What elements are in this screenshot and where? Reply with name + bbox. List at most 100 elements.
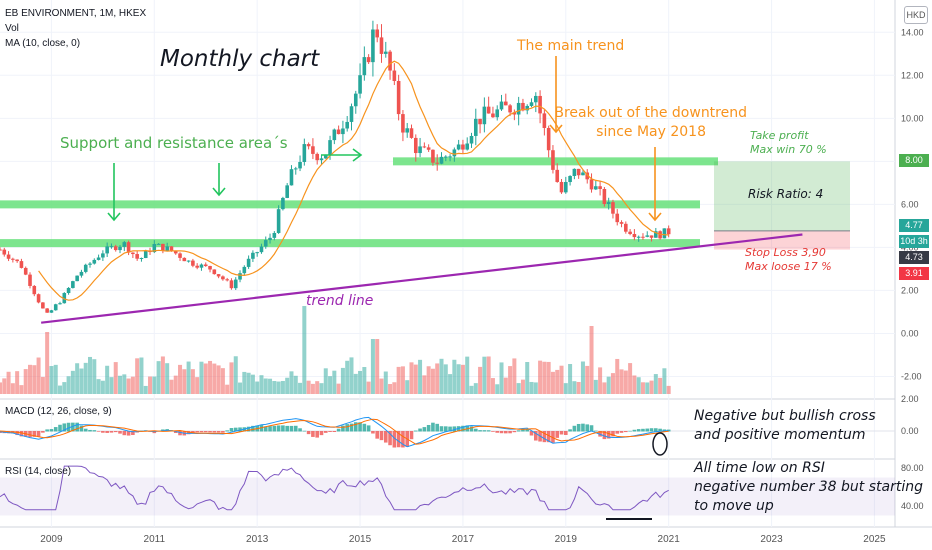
candle-body: [495, 109, 500, 118]
candle-body: [62, 293, 67, 304]
macd-histogram-bar: [649, 428, 654, 432]
annotations[interactable]: Monthly chart Support and resistance area…: [60, 38, 923, 514]
volume-bar: [538, 360, 543, 394]
monthly-chart-label: Monthly chart: [160, 46, 320, 72]
macd-histogram-bar: [328, 431, 332, 432]
volume-bar: [413, 364, 418, 394]
volume-bar: [520, 379, 525, 394]
candle-body: [499, 101, 504, 110]
volume-bar: [66, 376, 71, 394]
macd-histogram-bar: [178, 431, 182, 436]
support-resistance-zones[interactable]: [0, 157, 718, 248]
macd-histogram-bar: [486, 430, 491, 432]
candle-body: [165, 246, 169, 251]
take-profit-label: Take profit: [750, 129, 809, 142]
candle-body: [422, 146, 427, 148]
candle-body: [66, 287, 71, 294]
macd-histogram-bar: [431, 422, 435, 432]
candle-body: [624, 223, 628, 232]
rsi-note-3: to move up: [694, 498, 774, 514]
volume-bar: [6, 371, 11, 394]
candle-body: [139, 258, 144, 260]
candle-body: [306, 144, 311, 147]
candle-body: [512, 112, 517, 115]
volume-bar: [328, 376, 333, 394]
macd-tick: 0.00: [901, 426, 919, 436]
candle-body: [113, 246, 118, 251]
candle-body: [32, 285, 37, 295]
rsi-tick: 80.00: [901, 463, 924, 473]
currency-button[interactable]: HKD: [904, 6, 928, 24]
candle-body: [238, 273, 242, 280]
candle-body: [594, 186, 598, 190]
candle-body: [551, 150, 555, 170]
macd-histogram-bar: [122, 431, 127, 436]
candle-body: [349, 106, 354, 122]
volume-bar: [362, 367, 367, 394]
macd-histogram-bar: [319, 431, 324, 436]
macd-histogram-bar: [546, 431, 551, 443]
candle-body: [392, 70, 397, 82]
macd-histogram-bar: [118, 431, 122, 434]
candle-body: [242, 266, 247, 274]
candle-body: [503, 101, 508, 106]
volume-bar: [289, 371, 294, 394]
volume-bar: [640, 382, 645, 394]
volume-legend[interactable]: Vol: [5, 23, 19, 34]
volume-bar: [83, 362, 88, 394]
candle-body: [216, 274, 221, 277]
macd-histogram-bar: [379, 431, 384, 441]
macd-histogram-bar: [45, 429, 49, 432]
macd-histogram-bar: [529, 431, 534, 436]
macd-histogram-bar: [426, 424, 431, 432]
candle-body: [521, 102, 525, 111]
long-position-tool[interactable]: [714, 161, 850, 250]
symbol-title[interactable]: EB ENVIRONMENT, 1M, HKEX: [5, 8, 147, 19]
volume-bar: [499, 362, 504, 394]
macd-histogram-bar: [576, 423, 581, 432]
volume-bar: [216, 365, 221, 394]
volume-bar: [143, 385, 148, 394]
ma-legend[interactable]: MA (10, close, 0): [5, 38, 81, 49]
price-tick: 12.00: [901, 70, 924, 80]
candle-body: [589, 179, 594, 190]
macd-histogram-bar: [619, 431, 624, 433]
volume-bar: [208, 360, 213, 394]
macd-histogram-bar: [495, 431, 500, 433]
macd-legend[interactable]: MACD (12, 26, close, 9): [5, 406, 112, 417]
trend-line[interactable]: [41, 233, 803, 324]
volume-bar: [448, 374, 453, 394]
macd-histogram-bar: [268, 426, 272, 432]
volume-bar: [96, 379, 101, 394]
macd-histogram-bar: [96, 431, 101, 432]
volume-bar: [156, 361, 161, 394]
volume-bar: [589, 326, 594, 394]
macd-histogram-bar: [101, 431, 105, 433]
volume-bar: [383, 371, 388, 394]
candle-body: [469, 135, 474, 144]
macd-histogram-bar: [624, 431, 628, 433]
candle-body: [79, 271, 84, 276]
main-trend-label: The main trend: [516, 38, 624, 54]
zone-6: [0, 200, 700, 209]
macd-histogram-bar: [32, 431, 37, 437]
volume-bar: [259, 375, 264, 394]
volume-bar: [263, 378, 268, 394]
candle-body: [581, 172, 585, 176]
candle-body: [11, 258, 15, 260]
volume-bar: [353, 373, 358, 394]
macd-histogram-bar: [632, 429, 637, 432]
candle-body: [538, 95, 542, 114]
macd-histogram-bar: [461, 425, 465, 432]
arrow-support-2-head: [212, 187, 226, 197]
candle-body: [383, 51, 388, 54]
candle-body: [178, 253, 182, 258]
time-tick: 2013: [246, 534, 269, 545]
macd-histogram-bar: [191, 431, 195, 433]
macd-histogram-bar: [203, 431, 208, 433]
candle-body: [41, 302, 45, 309]
macd-histogram-bar: [298, 428, 302, 432]
macd-histogram-bar: [212, 431, 217, 433]
rsi-legend[interactable]: RSI (14, close): [5, 466, 72, 477]
